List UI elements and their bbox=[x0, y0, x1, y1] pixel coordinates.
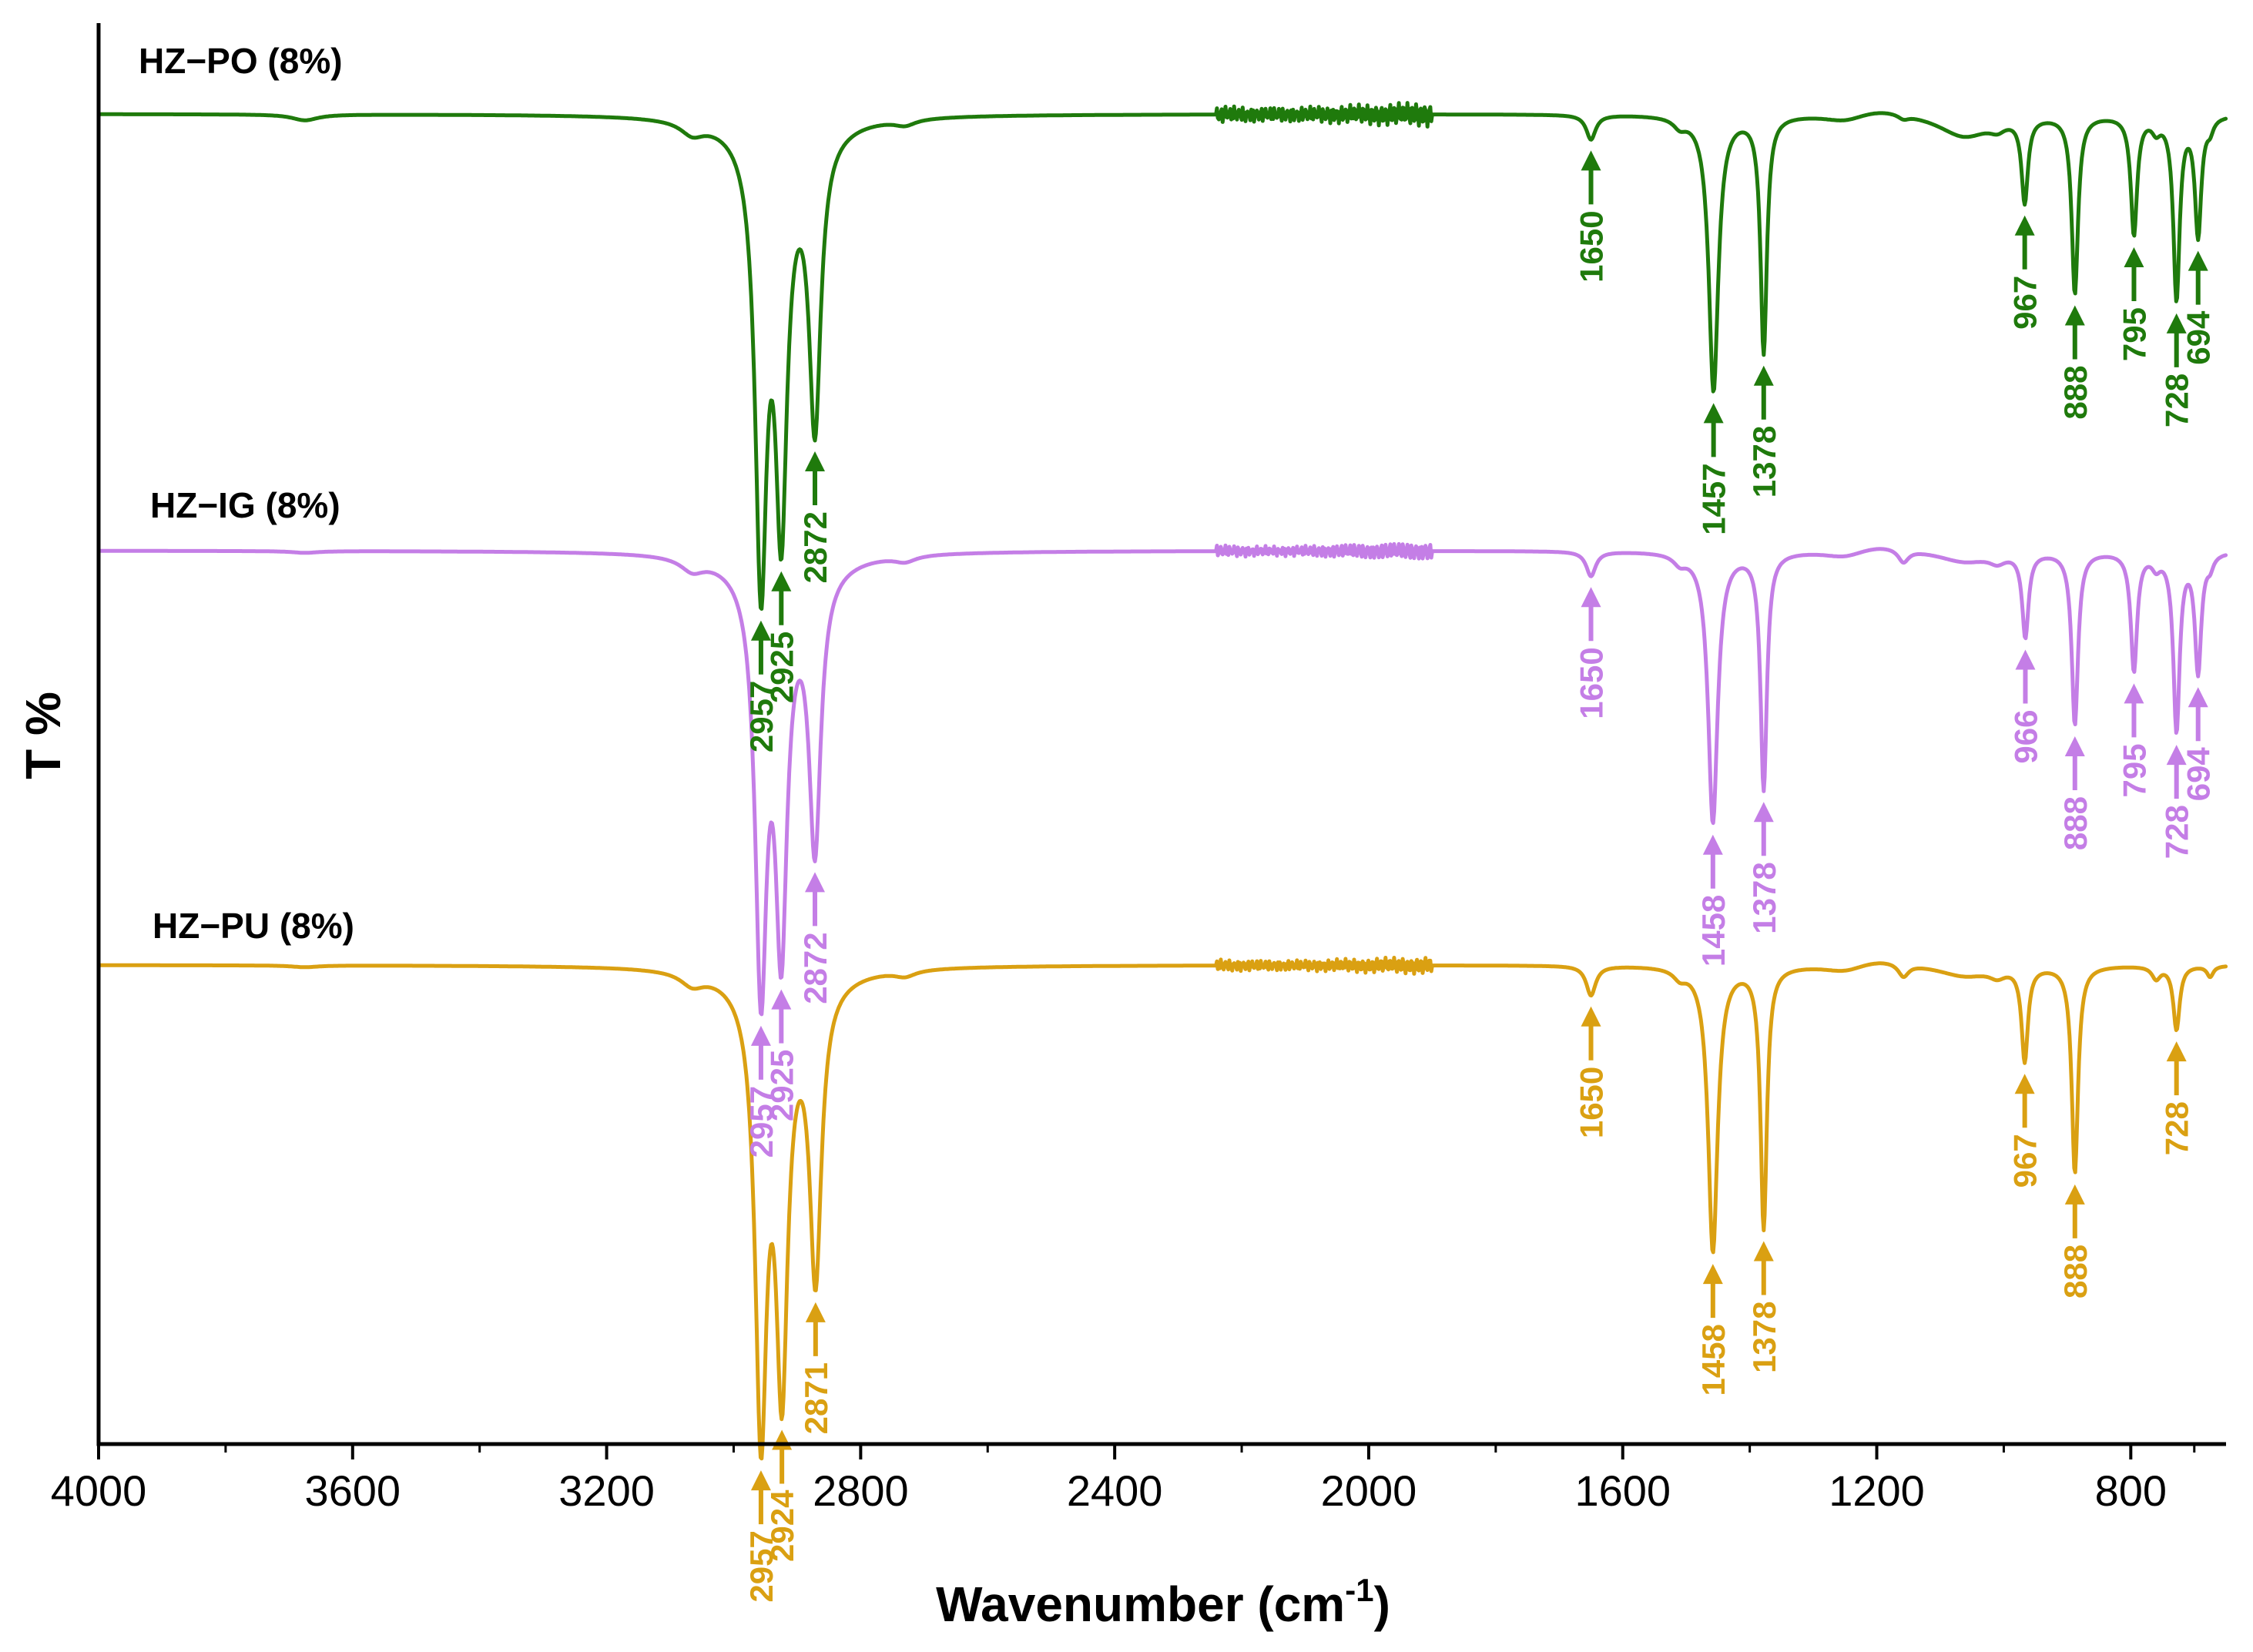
peak-label: 1457 bbox=[1696, 463, 1732, 534]
x-axis-title-main: Wavenumber (cm bbox=[936, 1577, 1345, 1632]
peak-label: 2925 bbox=[763, 1050, 800, 1121]
x-axis-ticks: 4000 3600 3200 2800 2400 2000 1600 1200 800 bbox=[51, 1444, 2196, 1515]
peak-arrow-head bbox=[2124, 247, 2144, 268]
x-axis-title-suffix: ) bbox=[1374, 1577, 1390, 1632]
series-name-label: HZ−PO (8%) bbox=[139, 41, 343, 81]
x-tick-label: 4000 bbox=[51, 1466, 147, 1515]
peak-arrow-head bbox=[1753, 1241, 1774, 1262]
peak-arrow-head bbox=[2064, 736, 2085, 757]
y-axis-title: T % bbox=[15, 692, 71, 779]
peak-label: 967 bbox=[2007, 1134, 2043, 1188]
peak-label: 2924 bbox=[764, 1489, 800, 1562]
peak-label: 1378 bbox=[1746, 862, 1782, 933]
series-name-label: HZ−IG (8%) bbox=[150, 485, 340, 525]
peak-label: 888 bbox=[2057, 1245, 2094, 1298]
peak-label: 1650 bbox=[1574, 210, 1610, 282]
peak-label: 1458 bbox=[1695, 1324, 1732, 1396]
peak-label: 2957 bbox=[743, 681, 779, 752]
peak-label: 2872 bbox=[797, 932, 833, 1004]
peak-arrow-head bbox=[1702, 1264, 1723, 1285]
peak-arrow-head bbox=[2015, 649, 2036, 670]
peak-arrow-head bbox=[805, 1302, 826, 1322]
peak-label: 967 bbox=[2007, 276, 2043, 330]
peak-label: 1378 bbox=[1746, 1301, 1782, 1372]
peak-arrow-head bbox=[805, 451, 826, 472]
peak-annotations: 2957292528721650145713789678887957286942… bbox=[743, 150, 2217, 1603]
peak-arrow-head bbox=[750, 620, 771, 641]
peak-label: 728 bbox=[2159, 1101, 2195, 1155]
peak-label: 966 bbox=[2007, 710, 2043, 764]
peak-arrow-head bbox=[2014, 1074, 2035, 1094]
x-axis-title: Wavenumber (cm-1) bbox=[936, 1572, 1390, 1632]
peak-arrow-head bbox=[2064, 1184, 2085, 1205]
peak-arrow-head bbox=[2014, 215, 2035, 236]
peak-arrow-head bbox=[2188, 687, 2208, 708]
peak-arrow-head bbox=[750, 1025, 771, 1046]
peak-arrow-head bbox=[1581, 587, 1601, 608]
x-tick-label: 1600 bbox=[1574, 1466, 1671, 1515]
peak-label: 728 bbox=[2159, 805, 2195, 859]
peak-label: 694 bbox=[2181, 747, 2217, 802]
x-tick-label: 800 bbox=[2095, 1466, 2167, 1515]
x-tick-label: 1200 bbox=[1829, 1466, 1925, 1515]
peak-label: 1650 bbox=[1574, 1067, 1610, 1138]
peak-label: 1650 bbox=[1574, 647, 1610, 719]
peak-label: 888 bbox=[2057, 796, 2094, 850]
series-line bbox=[96, 101, 2228, 611]
peak-arrow-head bbox=[750, 1470, 771, 1491]
peak-label: 2925 bbox=[763, 632, 800, 703]
peak-arrow-head bbox=[2124, 683, 2144, 704]
peak-label: 2872 bbox=[797, 511, 833, 583]
series-line bbox=[96, 541, 2228, 1017]
peak-label: 795 bbox=[2116, 743, 2152, 797]
series-layer: HZ−PO (8%) HZ−IG (8%) HZ−PU (8%) bbox=[96, 41, 2228, 1461]
peak-arrow-head bbox=[1703, 403, 1724, 424]
peak-arrow-head bbox=[771, 989, 792, 1010]
peak-arrow-head bbox=[1581, 1006, 1601, 1027]
peak-arrow-head bbox=[2064, 305, 2085, 326]
x-tick-label: 3600 bbox=[305, 1466, 401, 1515]
axis-titles: Wavenumber (cm-1) T % bbox=[15, 692, 1390, 1632]
peak-label: 795 bbox=[2116, 307, 2152, 361]
peak-arrow-head bbox=[771, 571, 792, 591]
peak-label: 2871 bbox=[798, 1362, 834, 1434]
peak-label: 1458 bbox=[1695, 895, 1732, 967]
x-tick-label: 2400 bbox=[1067, 1466, 1163, 1515]
peak-arrow-head bbox=[2166, 745, 2187, 766]
x-axis-title-superscript: -1 bbox=[1345, 1572, 1373, 1608]
peak-label: 2957 bbox=[743, 1530, 779, 1602]
x-tick-label: 2000 bbox=[1321, 1466, 1417, 1515]
peak-arrow-head bbox=[805, 872, 826, 893]
peak-label: 694 bbox=[2181, 310, 2217, 365]
peak-label: 2957 bbox=[743, 1086, 779, 1158]
series-name-label: HZ−PU (8%) bbox=[153, 906, 354, 946]
peak-arrow-head bbox=[2166, 313, 2187, 333]
peak-label: 1378 bbox=[1746, 426, 1782, 498]
peak-arrow-head bbox=[1702, 834, 1723, 855]
peak-arrow-head bbox=[2166, 1041, 2187, 1062]
x-tick-label: 2800 bbox=[813, 1466, 909, 1515]
peak-arrow-head bbox=[1581, 150, 1601, 171]
peak-arrow-head bbox=[1753, 365, 1774, 386]
peak-arrow-head bbox=[2188, 250, 2208, 271]
peak-arrow-head bbox=[1753, 802, 1774, 823]
series-line bbox=[96, 956, 2228, 1461]
peak-label: 728 bbox=[2159, 374, 2195, 427]
peak-label: 888 bbox=[2057, 366, 2094, 420]
x-tick-label: 3200 bbox=[558, 1466, 655, 1515]
